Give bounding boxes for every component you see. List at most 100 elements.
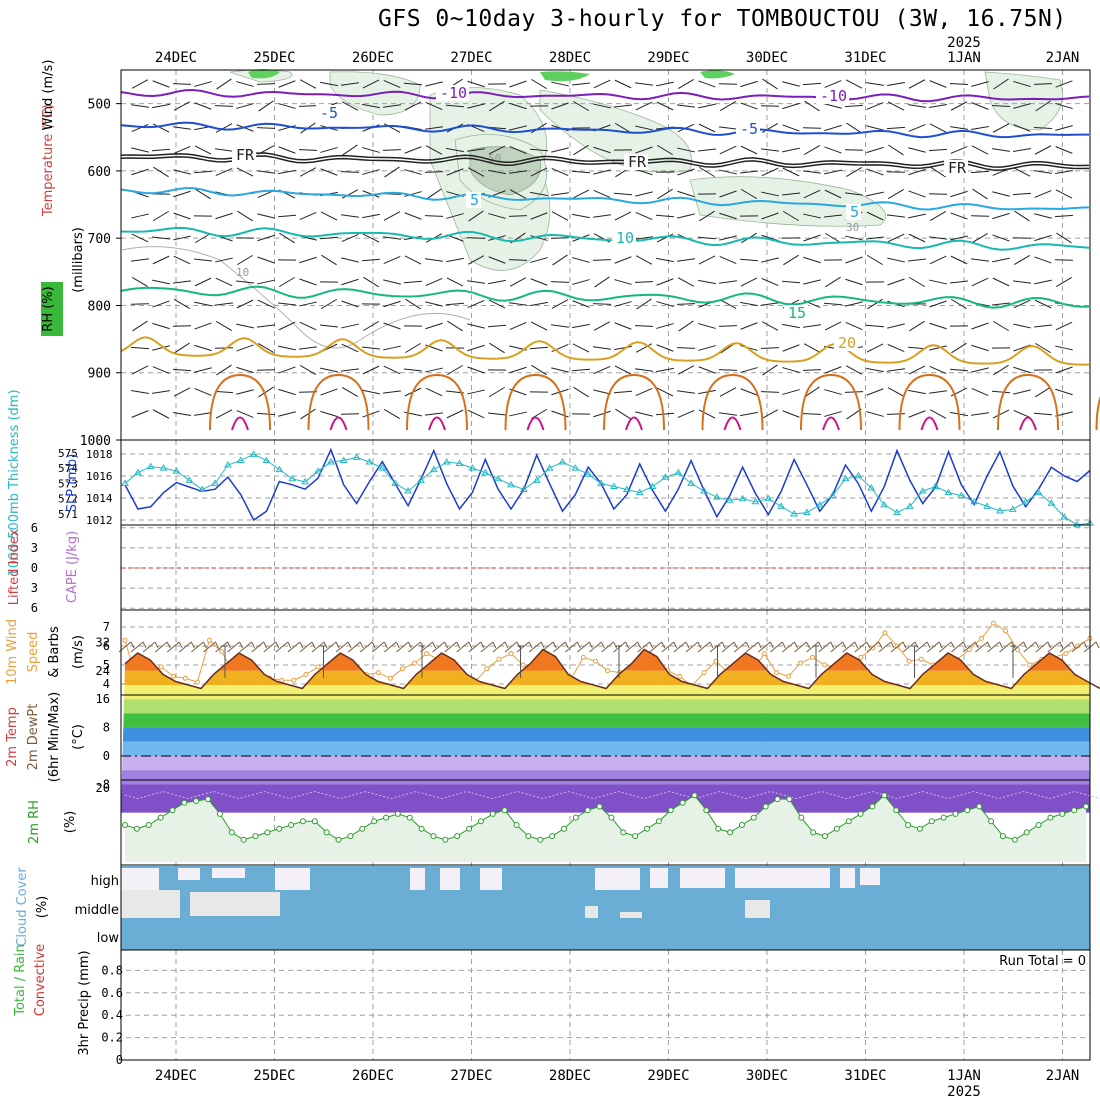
rh2m-point — [928, 818, 935, 825]
rh2m-point — [620, 829, 627, 836]
wind-barb — [361, 346, 381, 350]
wind-barb — [928, 148, 948, 152]
pressure-tick-label: 800 — [88, 299, 111, 314]
wind-barb — [782, 344, 800, 352]
wind-barb — [824, 103, 842, 109]
wind10-barb — [685, 641, 699, 653]
wind-barb — [341, 278, 359, 286]
thickness-point — [172, 467, 181, 474]
wind-barb — [1034, 256, 1052, 264]
wind-barb — [446, 277, 464, 287]
wind10-barb — [395, 641, 400, 649]
isotherm-minus5 — [120, 121, 1089, 139]
wind-barb — [697, 236, 717, 240]
wind-barb — [613, 390, 633, 394]
isotherm-20 — [120, 336, 1090, 366]
cloud-clear-region — [190, 892, 280, 916]
wind-barb — [635, 387, 653, 397]
wind-barb — [593, 346, 611, 350]
wind10-barb — [589, 641, 602, 653]
li-tick-label: 3 — [31, 581, 38, 595]
wind-barb — [614, 322, 632, 330]
wind10-point — [279, 677, 285, 683]
wind10-barb — [492, 641, 506, 653]
wind10-barb — [950, 641, 955, 649]
wind-barb — [1055, 189, 1073, 199]
wind10-barb — [673, 641, 678, 649]
wind-barb — [425, 81, 443, 87]
wind10-barb — [649, 641, 654, 649]
wind-barb — [488, 256, 506, 264]
wind-barb — [698, 279, 716, 285]
wind-barb — [803, 213, 821, 219]
wind-barb — [509, 189, 527, 199]
wind-barb — [908, 124, 926, 132]
cloud-clear-region — [745, 900, 770, 918]
cloud-clear-region — [650, 868, 668, 888]
wind10-barb — [914, 641, 928, 653]
wind-barb — [257, 256, 275, 264]
rh2m-point — [916, 825, 923, 832]
isotherm-25 — [307, 373, 370, 431]
wind-barb — [634, 325, 654, 327]
wind10-barb — [577, 641, 590, 653]
wind-barb — [656, 101, 674, 111]
wind-barb — [383, 365, 401, 375]
wind-barb — [992, 123, 1010, 133]
wind-barb — [782, 410, 800, 418]
wind-barb — [656, 387, 674, 397]
wind-barb — [173, 126, 191, 130]
wind-barb — [362, 365, 380, 375]
rh2m-point — [477, 818, 484, 825]
rh2m-point — [288, 822, 295, 828]
rh2m-point — [311, 818, 318, 825]
wind-barb — [551, 324, 569, 328]
temp2m-tick-label: 24 — [96, 664, 110, 678]
wind-barb — [614, 301, 632, 307]
wind-barb — [761, 212, 779, 220]
wind-barb — [1013, 255, 1031, 265]
wind-barb — [614, 365, 632, 375]
isotherm-label-bg — [944, 160, 968, 176]
wind10-barb — [227, 641, 231, 649]
wind-barb — [762, 364, 778, 376]
wind-barb — [530, 212, 548, 220]
rh2m-point — [442, 836, 449, 843]
temp2m-label-line3: (6hr Min/Max) — [47, 692, 62, 782]
wind-barb — [425, 322, 443, 330]
wind-barb — [194, 367, 212, 373]
wind-barb — [383, 279, 401, 285]
wind10-barb — [335, 641, 340, 649]
wind-barb — [362, 169, 380, 175]
wind-barb — [698, 409, 716, 419]
wind-barb — [992, 212, 1010, 220]
wind10-barb — [637, 641, 642, 649]
wind10-barb — [323, 641, 328, 649]
wind-barb — [256, 412, 276, 416]
thickness-point — [262, 456, 271, 463]
bottom-year-label: 2025 — [947, 1084, 981, 1100]
wind-barb — [1013, 389, 1031, 395]
wind-barb — [131, 410, 149, 418]
wind-barb — [845, 79, 863, 89]
isotherm-freezing — [120, 155, 1090, 171]
isotherm-15 — [120, 285, 1090, 309]
wind-barb — [489, 342, 505, 354]
wind-barb — [488, 299, 506, 309]
cloud-clear-region — [620, 912, 642, 918]
wind-barb — [991, 104, 1011, 108]
wind-barb — [1034, 279, 1052, 285]
wind-barb — [866, 146, 884, 154]
thickness-point — [275, 465, 284, 473]
thickness-point — [648, 482, 657, 489]
wind-barb — [719, 169, 737, 175]
wind10-barb — [806, 641, 810, 649]
wind10-tick-label: 6 — [103, 639, 110, 653]
wind-barb — [487, 324, 507, 328]
wind10-barb — [214, 641, 219, 649]
bottom-date-label: 2JAN — [1046, 1068, 1080, 1084]
wind-barb — [698, 323, 716, 329]
wind10-point — [122, 637, 128, 643]
wind-barb — [363, 320, 379, 332]
wind-barb — [678, 320, 694, 332]
